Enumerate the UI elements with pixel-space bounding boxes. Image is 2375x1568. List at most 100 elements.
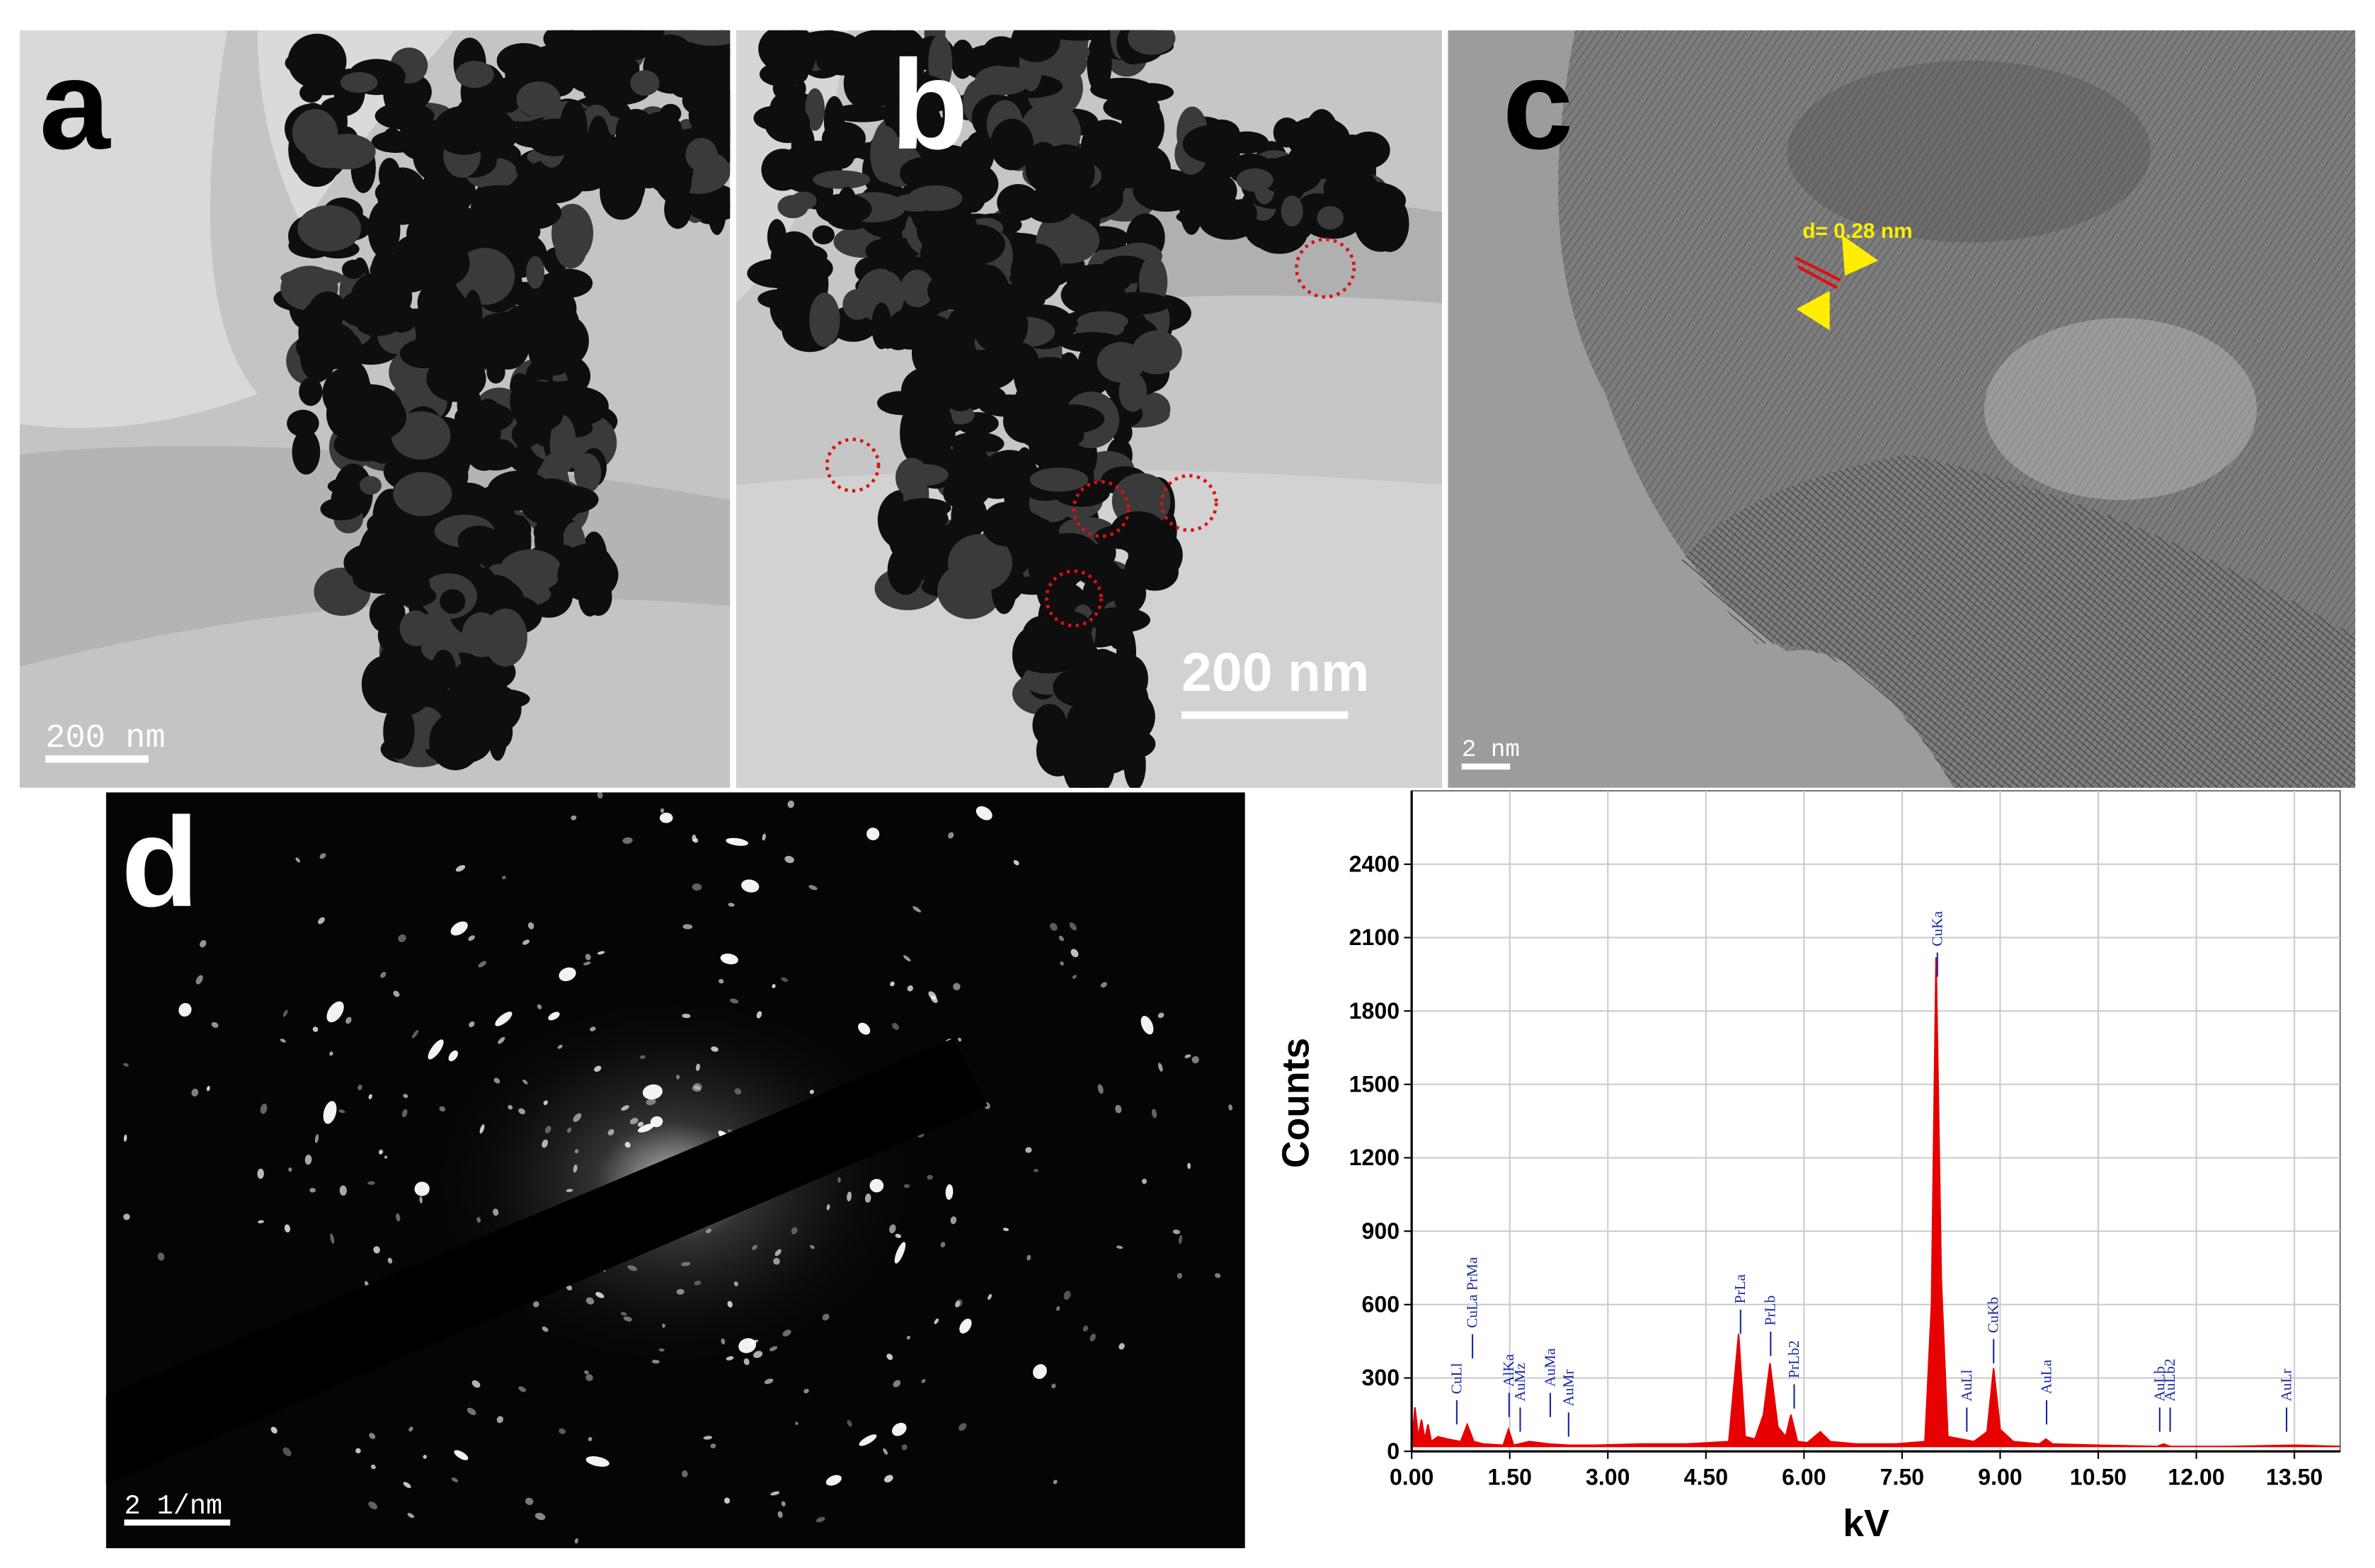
particle <box>369 594 406 634</box>
particle <box>1009 576 1057 595</box>
particle <box>1118 372 1148 412</box>
peak-label: CuKb <box>1985 1297 2002 1333</box>
particle <box>1109 511 1167 554</box>
diffraction-spot <box>403 1482 411 1489</box>
particle <box>630 70 660 96</box>
diffraction-spot <box>955 1300 961 1307</box>
diffraction-spot <box>1050 922 1058 931</box>
particle <box>871 302 892 350</box>
diffraction-spot <box>384 1155 388 1159</box>
diffraction-spot <box>1140 1016 1154 1035</box>
particle <box>561 158 610 192</box>
diffraction-spot <box>822 1313 830 1321</box>
particle <box>645 144 694 195</box>
diffraction-spot <box>498 1037 505 1044</box>
diffraction-spot <box>367 1181 375 1185</box>
particle <box>813 170 871 189</box>
particle <box>880 219 904 273</box>
particle <box>302 303 324 341</box>
diffraction-spot <box>901 1444 908 1450</box>
diffraction-spot <box>123 1213 130 1220</box>
particle <box>454 248 515 305</box>
particle <box>608 30 665 44</box>
particle <box>419 314 479 347</box>
particle <box>1025 142 1062 192</box>
peak-label: PrLb2 <box>1785 1340 1802 1378</box>
diffraction-spot <box>958 1037 962 1042</box>
diffraction-spot <box>1058 935 1064 942</box>
particle <box>440 589 466 614</box>
diffraction-spot <box>784 855 794 864</box>
particle <box>1087 607 1150 633</box>
diffraction-spot <box>1097 1084 1104 1094</box>
diffraction-spot <box>903 955 911 962</box>
particle <box>809 292 840 348</box>
diffraction-spot <box>642 1084 663 1100</box>
diffraction-spot <box>650 1116 663 1128</box>
panel-letter: c <box>1503 34 1574 176</box>
diffraction-spot <box>414 1181 430 1196</box>
diffraction-spot <box>295 857 300 863</box>
diffraction-spot <box>493 1208 499 1216</box>
diffraction-spot <box>396 1213 401 1222</box>
diffraction-spot <box>567 1127 572 1133</box>
particle <box>462 612 501 658</box>
diffraction-spot <box>1157 1012 1164 1019</box>
particle <box>1326 143 1358 201</box>
diffraction-spot <box>1082 1325 1089 1332</box>
diffraction-spot <box>682 1470 688 1478</box>
diffraction-spot <box>921 1378 926 1383</box>
diffraction-spot <box>282 1009 288 1017</box>
diffraction-spot <box>309 1188 316 1193</box>
diffraction-spot <box>573 1164 578 1173</box>
diffraction-spot <box>178 1002 192 1017</box>
diffraction-spot <box>370 1464 376 1470</box>
particle <box>661 49 721 86</box>
diffraction-spot <box>676 1288 685 1295</box>
diffraction-spot <box>518 1386 526 1392</box>
diffraction-spot <box>791 1227 798 1235</box>
particle <box>947 534 1013 592</box>
diffraction-spot <box>825 1475 842 1486</box>
diffraction-spot <box>724 1497 731 1504</box>
particle <box>603 136 633 172</box>
x-tick-label: 6.00 <box>1782 1464 1826 1489</box>
particle <box>299 83 323 103</box>
diffraction-spot <box>571 815 577 820</box>
diffraction-spot <box>574 1538 578 1544</box>
particle <box>1205 175 1237 207</box>
diffraction-spot <box>675 1075 680 1080</box>
diffraction-spot <box>906 1335 911 1340</box>
particle <box>821 122 866 156</box>
diffraction-spot <box>890 981 895 987</box>
particle <box>340 71 378 93</box>
diffraction-spot <box>403 1094 408 1099</box>
diffraction-spot <box>693 837 699 843</box>
diffraction-spot <box>583 961 591 966</box>
diffraction-spot <box>934 1318 939 1324</box>
diffraction-spot <box>884 1475 893 1483</box>
diffraction-spot <box>826 1204 830 1211</box>
diffraction-spot <box>1051 1383 1056 1389</box>
diffraction-spot <box>781 977 789 983</box>
diffraction-spot <box>1116 1245 1123 1249</box>
diffraction-spot <box>728 838 734 842</box>
diffraction-spot <box>508 1105 513 1110</box>
diffraction-spot <box>282 1447 292 1457</box>
diffraction-spot <box>542 1139 549 1148</box>
scale-bar-label: 200 nm <box>45 720 165 757</box>
diffraction-spot <box>284 1224 290 1233</box>
peak-label: AlKa <box>1500 1354 1517 1387</box>
diffraction-spot <box>1037 1374 1043 1379</box>
diffraction-spot <box>369 1433 376 1439</box>
diffraction-spot <box>419 1196 423 1204</box>
diffraction-spot <box>727 1300 733 1308</box>
diffraction-spot <box>866 828 880 841</box>
particle <box>767 219 786 255</box>
diffraction-spot <box>1141 1178 1148 1184</box>
diffraction-spot <box>762 833 766 841</box>
diffraction-spot <box>1002 1227 1009 1232</box>
diffraction-spot <box>339 1185 347 1196</box>
panel-letter: b <box>891 34 968 176</box>
particle <box>950 40 975 79</box>
